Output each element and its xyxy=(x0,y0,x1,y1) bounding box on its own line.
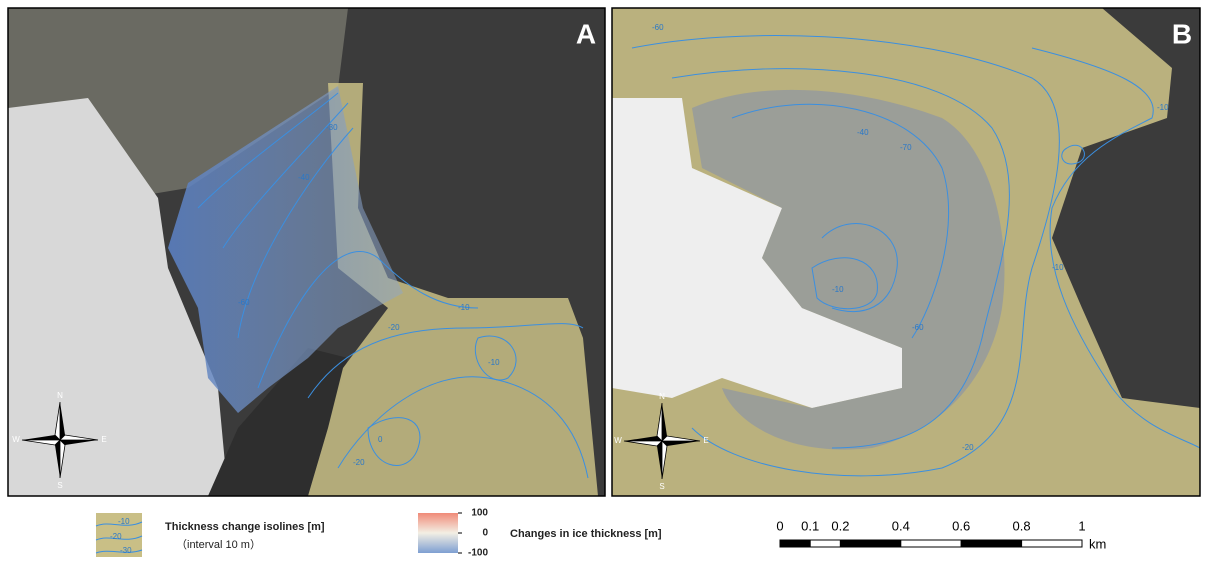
scale-segment xyxy=(961,540,1021,547)
scale-segment xyxy=(780,540,810,547)
scale-tick-label: 0.4 xyxy=(892,518,910,533)
contour-label: -10 xyxy=(1052,263,1064,272)
compass-n: N xyxy=(57,391,63,400)
contour-label: -10 xyxy=(1157,103,1169,112)
contour-label: -40 xyxy=(298,173,310,182)
legend-contour-label: -30 xyxy=(120,546,132,555)
contour-label: -60 xyxy=(652,23,664,32)
scale-tick-label: 0 xyxy=(776,518,783,533)
colorbar xyxy=(418,513,458,553)
contour-label: -20 xyxy=(388,323,400,332)
colorbar-tick-label: -100 xyxy=(468,548,488,559)
scale-tick-label: 0.8 xyxy=(1013,518,1031,533)
panel-b: -60 -40 -70 -10 -60 -10 -10 -20 B N S W … xyxy=(612,8,1200,496)
compass-s: S xyxy=(659,482,664,491)
panel-a: -30 -40 -60 -20 -10 0 -10 -20 A N S W E xyxy=(8,8,605,496)
contour-label: -60 xyxy=(238,298,250,307)
contour-label: -70 xyxy=(900,143,912,152)
contour-label: -30 xyxy=(326,123,338,132)
legend-contour-label: -10 xyxy=(118,517,130,526)
contour-label: -60 xyxy=(912,323,924,332)
legend-colorbar: Changes in ice thickness [m] 100 0 -100 xyxy=(418,508,662,559)
compass-w: W xyxy=(614,436,622,445)
contour-label: -20 xyxy=(353,458,365,467)
scale-segment xyxy=(840,540,900,547)
panel-label: B xyxy=(1172,18,1192,49)
scale-bar: km 0 0.1 0.2 0.4 0.6 0.8 1 xyxy=(776,518,1106,551)
panel-label: A xyxy=(576,18,596,49)
contour-label: -40 xyxy=(857,128,869,137)
scale-unit: km xyxy=(1089,536,1106,551)
figure: -30 -40 -60 -20 -10 0 -10 -20 A N S W E … xyxy=(0,0,1205,561)
scale-segment xyxy=(1022,540,1082,547)
scale-segment xyxy=(901,540,961,547)
legend-title: Thickness change isolines [m] xyxy=(165,521,325,533)
legend-isolines: -10 -20 -30 Thickness change isolines [m… xyxy=(96,513,325,557)
contour-label: -10 xyxy=(458,303,470,312)
scale-tick-label: 0.6 xyxy=(952,518,970,533)
contour-label: -10 xyxy=(832,285,844,294)
compass-w: W xyxy=(12,435,20,444)
figure-svg: -30 -40 -60 -20 -10 0 -10 -20 A N S W E … xyxy=(0,0,1205,561)
scale-tick-label: 0.1 xyxy=(801,518,819,533)
contour-label: 0 xyxy=(378,435,383,444)
contour-label: -10 xyxy=(488,358,500,367)
colorbar-tick-label: 100 xyxy=(471,508,488,519)
compass-n: N xyxy=(659,392,665,401)
compass-e: E xyxy=(703,436,708,445)
legend-subtitle: （interval 10 m） xyxy=(176,538,261,551)
contour-label: -20 xyxy=(962,443,974,452)
scale-tick-label: 1 xyxy=(1078,518,1085,533)
scale-segment xyxy=(810,540,840,547)
colorbar-tick-label: 0 xyxy=(482,528,488,539)
compass-s: S xyxy=(57,481,62,490)
scale-tick-label: 0.2 xyxy=(831,518,849,533)
legend-contour-label: -20 xyxy=(110,532,122,541)
compass-e: E xyxy=(101,435,106,444)
colorbar-title: Changes in ice thickness [m] xyxy=(510,528,662,540)
